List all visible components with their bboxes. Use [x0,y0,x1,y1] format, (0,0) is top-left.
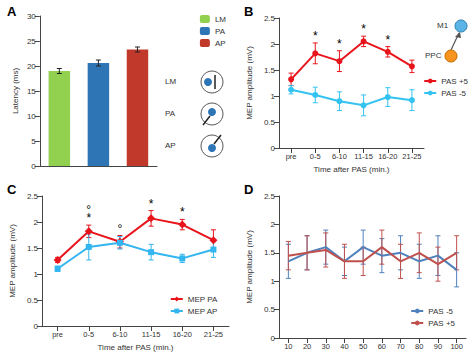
svg-text:15: 15 [27,87,36,96]
svg-text:0.5: 0.5 [27,296,39,305]
svg-text:0: 0 [31,162,36,171]
svg-text:0: 0 [271,334,276,343]
svg-text:2.5: 2.5 [27,192,39,201]
svg-text:40: 40 [340,342,348,351]
svg-text:°: ° [86,203,91,217]
svg-text:MEP amplitude (mV): MEP amplitude (mV) [245,230,254,304]
svg-text:M1: M1 [437,21,449,30]
svg-text:PPC: PPC [425,51,442,60]
svg-text:11-15: 11-15 [142,330,161,339]
svg-text:*: * [313,29,318,43]
svg-text:1.5: 1.5 [264,66,276,75]
svg-text:PAS -5: PAS -5 [441,89,466,98]
svg-text:1.5: 1.5 [264,248,276,257]
svg-text:2: 2 [271,220,276,229]
svg-text:A: A [7,4,17,19]
svg-text:0-5: 0-5 [83,330,94,339]
svg-text:16-20: 16-20 [173,330,192,339]
svg-text:20: 20 [303,342,311,351]
svg-text:MEP AP: MEP AP [188,307,218,316]
svg-text:AP: AP [215,39,226,48]
svg-text:10: 10 [27,112,36,121]
svg-text:20: 20 [27,62,36,71]
svg-text:*: * [149,197,154,211]
svg-text:2.5: 2.5 [264,14,276,23]
svg-text:10: 10 [284,342,292,351]
svg-text:MEP amplitude (mV): MEP amplitude (mV) [245,46,254,120]
svg-text:PA: PA [215,27,226,36]
svg-text:B: B [244,4,253,19]
svg-text:0-5: 0-5 [310,152,321,161]
svg-text:°: ° [118,222,123,236]
svg-text:25: 25 [27,37,36,46]
svg-text:1: 1 [34,270,39,279]
svg-text:1: 1 [271,92,276,101]
svg-text:80: 80 [415,342,423,351]
svg-text:21-25: 21-25 [204,330,223,339]
svg-text:30: 30 [322,342,330,351]
svg-text:pre: pre [286,152,297,161]
svg-text:LM: LM [165,77,176,86]
svg-text:*: * [180,205,185,219]
svg-text:6-10: 6-10 [332,152,347,161]
svg-text:100: 100 [450,342,463,351]
svg-text:6-10: 6-10 [112,330,127,339]
svg-text:MEP PA: MEP PA [188,295,218,304]
svg-text:1.5: 1.5 [27,244,39,253]
svg-text:Latency (ms): Latency (ms) [11,68,20,115]
svg-text:AP: AP [165,141,176,150]
svg-text:PA: PA [165,109,176,118]
svg-text:5: 5 [31,137,36,146]
svg-text:60: 60 [378,342,386,351]
svg-text:0: 0 [271,144,276,153]
svg-text:PAS +5: PAS +5 [441,77,468,86]
svg-text:0.5: 0.5 [264,118,276,127]
svg-text:21-25: 21-25 [402,152,421,161]
svg-text:2.5: 2.5 [264,192,276,201]
svg-text:PAS +5: PAS +5 [428,319,455,328]
svg-text:1: 1 [271,277,276,286]
svg-text:11-15: 11-15 [354,152,373,161]
svg-text:2: 2 [271,40,276,49]
svg-text:*: * [385,33,390,47]
svg-text:MEP amplitude (mV): MEP amplitude (mV) [8,224,17,298]
svg-text:50: 50 [359,342,367,351]
svg-text:0: 0 [34,322,39,331]
svg-text:30: 30 [27,12,36,21]
svg-text:16-20: 16-20 [378,152,397,161]
svg-text:D: D [244,182,253,197]
svg-text:C: C [7,182,17,197]
svg-text:LM: LM [215,15,226,24]
svg-text:Time after PAS (min.): Time after PAS (min.) [314,165,390,174]
svg-text:pre: pre [52,330,63,339]
svg-text:*: * [361,22,366,36]
svg-text:90: 90 [434,342,442,351]
svg-text:Time after PAS (min.): Time after PAS (min.) [98,343,174,352]
svg-text:0.5: 0.5 [264,305,276,314]
svg-text:PAS -5: PAS -5 [428,307,453,316]
svg-text:2: 2 [34,218,39,227]
svg-text:70: 70 [396,342,404,351]
svg-text:*: * [337,37,342,51]
